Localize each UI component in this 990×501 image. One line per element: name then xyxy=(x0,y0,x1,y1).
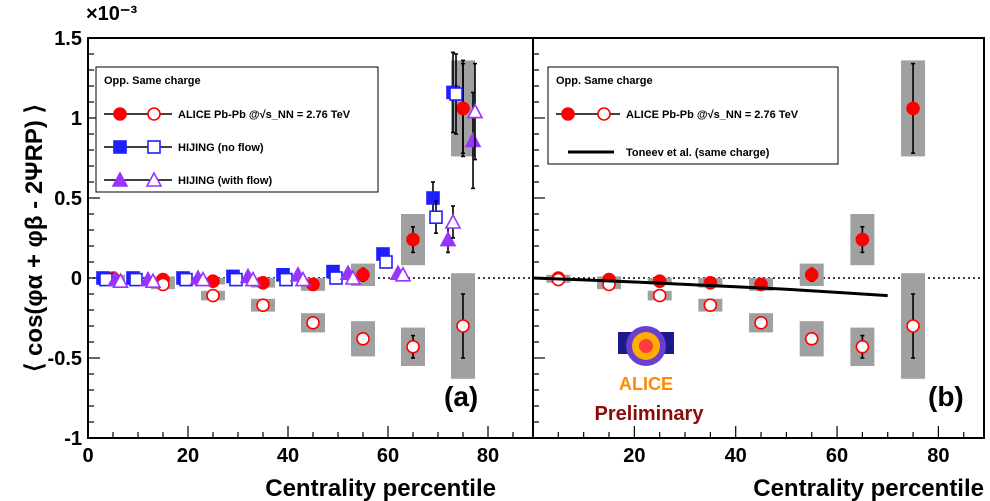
x-tick-label: 40 xyxy=(277,445,299,467)
data-point-alice_same xyxy=(406,339,420,354)
data-point-hijing_noflow_same xyxy=(229,272,243,287)
legend-b-header: Opp. Same charge xyxy=(556,75,653,87)
legend-marker-same xyxy=(147,140,161,154)
legend-a-entry-1: ALICE Pb-Pb @√s_NN = 2.76 TeV xyxy=(178,109,351,121)
x-axis-title-b: Centrality percentile xyxy=(753,475,984,501)
alice-logo-name: ALICE xyxy=(619,374,673,394)
legend-b-entry-2: Toneev et al. (same charge) xyxy=(626,147,770,159)
data-point-hijing_noflow_opp xyxy=(426,191,440,205)
data-point-alice_opp xyxy=(906,101,920,116)
data-point-hijing_flow_same xyxy=(444,213,462,229)
x-tick-label: 40 xyxy=(725,445,747,467)
data-point-alice_same xyxy=(906,319,920,333)
y-tick-label: 1 xyxy=(71,108,82,130)
legend-marker-opp xyxy=(111,171,129,187)
x-tick-label: 20 xyxy=(623,445,645,467)
x-tick-label: 80 xyxy=(477,445,499,467)
data-point-hijing_noflow_same xyxy=(379,255,393,269)
legend-marker-opp xyxy=(113,107,127,121)
y-tick-label: -1 xyxy=(64,428,82,450)
data-point-alice_same xyxy=(256,298,270,313)
data-point-hijing_noflow_same xyxy=(179,272,193,287)
data-point-hijing_noflow_same xyxy=(129,272,143,287)
x-tick-label: 0 xyxy=(82,445,93,467)
plot-frame xyxy=(532,37,985,439)
data-point-hijing_noflow_same xyxy=(429,210,443,224)
data-point-hijing_flow_same xyxy=(344,269,362,285)
legend-markers xyxy=(104,107,620,187)
data-point-alice_same xyxy=(356,331,370,346)
data-point-alice_same xyxy=(206,288,220,303)
y-tick-label: 0.5 xyxy=(54,188,82,210)
data-point-hijing_noflow_same xyxy=(329,271,343,285)
data-point-alice_same xyxy=(652,288,667,303)
y-axis-title: ⟨ cos(φα + φβ - 2ΨRP) ⟩ xyxy=(21,104,48,372)
x-tick-label: 60 xyxy=(826,445,848,467)
x-tick-label: 60 xyxy=(377,445,399,467)
legend-marker-same xyxy=(597,107,611,121)
x-axis-title-a: Centrality percentile xyxy=(265,475,496,501)
legend-b: Opp. Same charge ALICE Pb-Pb @√s_NN = 2.… xyxy=(547,66,839,165)
legend-marker-opp xyxy=(113,140,127,154)
data-point-alice_same xyxy=(804,331,819,346)
data-point-alice_same xyxy=(456,319,470,333)
x-tick-label: 20 xyxy=(177,445,199,467)
legend-a-entry-3: HIJING (with flow) xyxy=(178,175,272,187)
data-point-alice_same xyxy=(306,315,320,330)
x-tick-label: 80 xyxy=(927,445,949,467)
y-tick-label: -0.5 xyxy=(48,348,82,370)
legend-b-entry-1: ALICE Pb-Pb @√s_NN = 2.76 TeV xyxy=(626,109,799,121)
panel-b-tag: (b) xyxy=(928,381,964,412)
legend-a-header: Opp. Same charge xyxy=(104,75,201,87)
legend-a: Opp. Same charge ALICE Pb-Pb @√s_NN = 2.… xyxy=(95,66,379,193)
panel-a: 0 20 40 60 80 -1 -0.5 0 0.5 1 1.5 xyxy=(48,28,534,467)
y-tick-label: 1.5 xyxy=(54,28,82,50)
data-point-alice_opp xyxy=(855,232,870,247)
legend-a-entry-2: HIJING (no flow) xyxy=(178,142,264,154)
data-point-hijing_flow_same xyxy=(112,272,129,289)
data-point-alice_same xyxy=(754,315,768,330)
data-point-hijing_flow_opp xyxy=(439,230,457,247)
toneev-curve xyxy=(532,276,888,298)
data-point-hijing_flow_tail xyxy=(464,131,482,148)
data-point-hijing_flow_same xyxy=(394,266,412,282)
preliminary-label: Preliminary xyxy=(595,403,705,425)
data-point-hijing_flow_same xyxy=(294,270,312,287)
data-point-hijing_flow_same xyxy=(244,270,262,287)
data-point-alice_opp xyxy=(406,232,420,247)
data-point-alice_opp xyxy=(356,267,370,282)
data-point-hijing_flow_same_tail xyxy=(466,102,484,119)
data-point-hijing_noflow_same xyxy=(279,272,293,287)
legend-marker-same xyxy=(145,171,163,187)
y-tick-label: 0 xyxy=(71,268,82,290)
alice-logo: ALICE xyxy=(618,326,674,394)
legend-marker-same xyxy=(147,107,161,121)
data-point-hijing_flow_same xyxy=(144,272,162,289)
data-point-alice_same xyxy=(703,298,718,313)
legend-marker-opp xyxy=(561,107,575,121)
data-point-hijing_noflow_same_tail xyxy=(449,87,463,101)
panel-b: 20 40 60 80 xyxy=(532,37,985,467)
y-exponent-label: ×10⁻³ xyxy=(86,3,137,25)
data-point-alice_opp xyxy=(804,267,819,282)
data-point-hijing_flow_same xyxy=(194,270,212,287)
data-point-alice_same xyxy=(855,339,870,354)
data-point-alice_opp_tail xyxy=(456,101,470,116)
panel-a-tag: (a) xyxy=(444,381,478,412)
data-point-alice_opp xyxy=(652,274,667,289)
